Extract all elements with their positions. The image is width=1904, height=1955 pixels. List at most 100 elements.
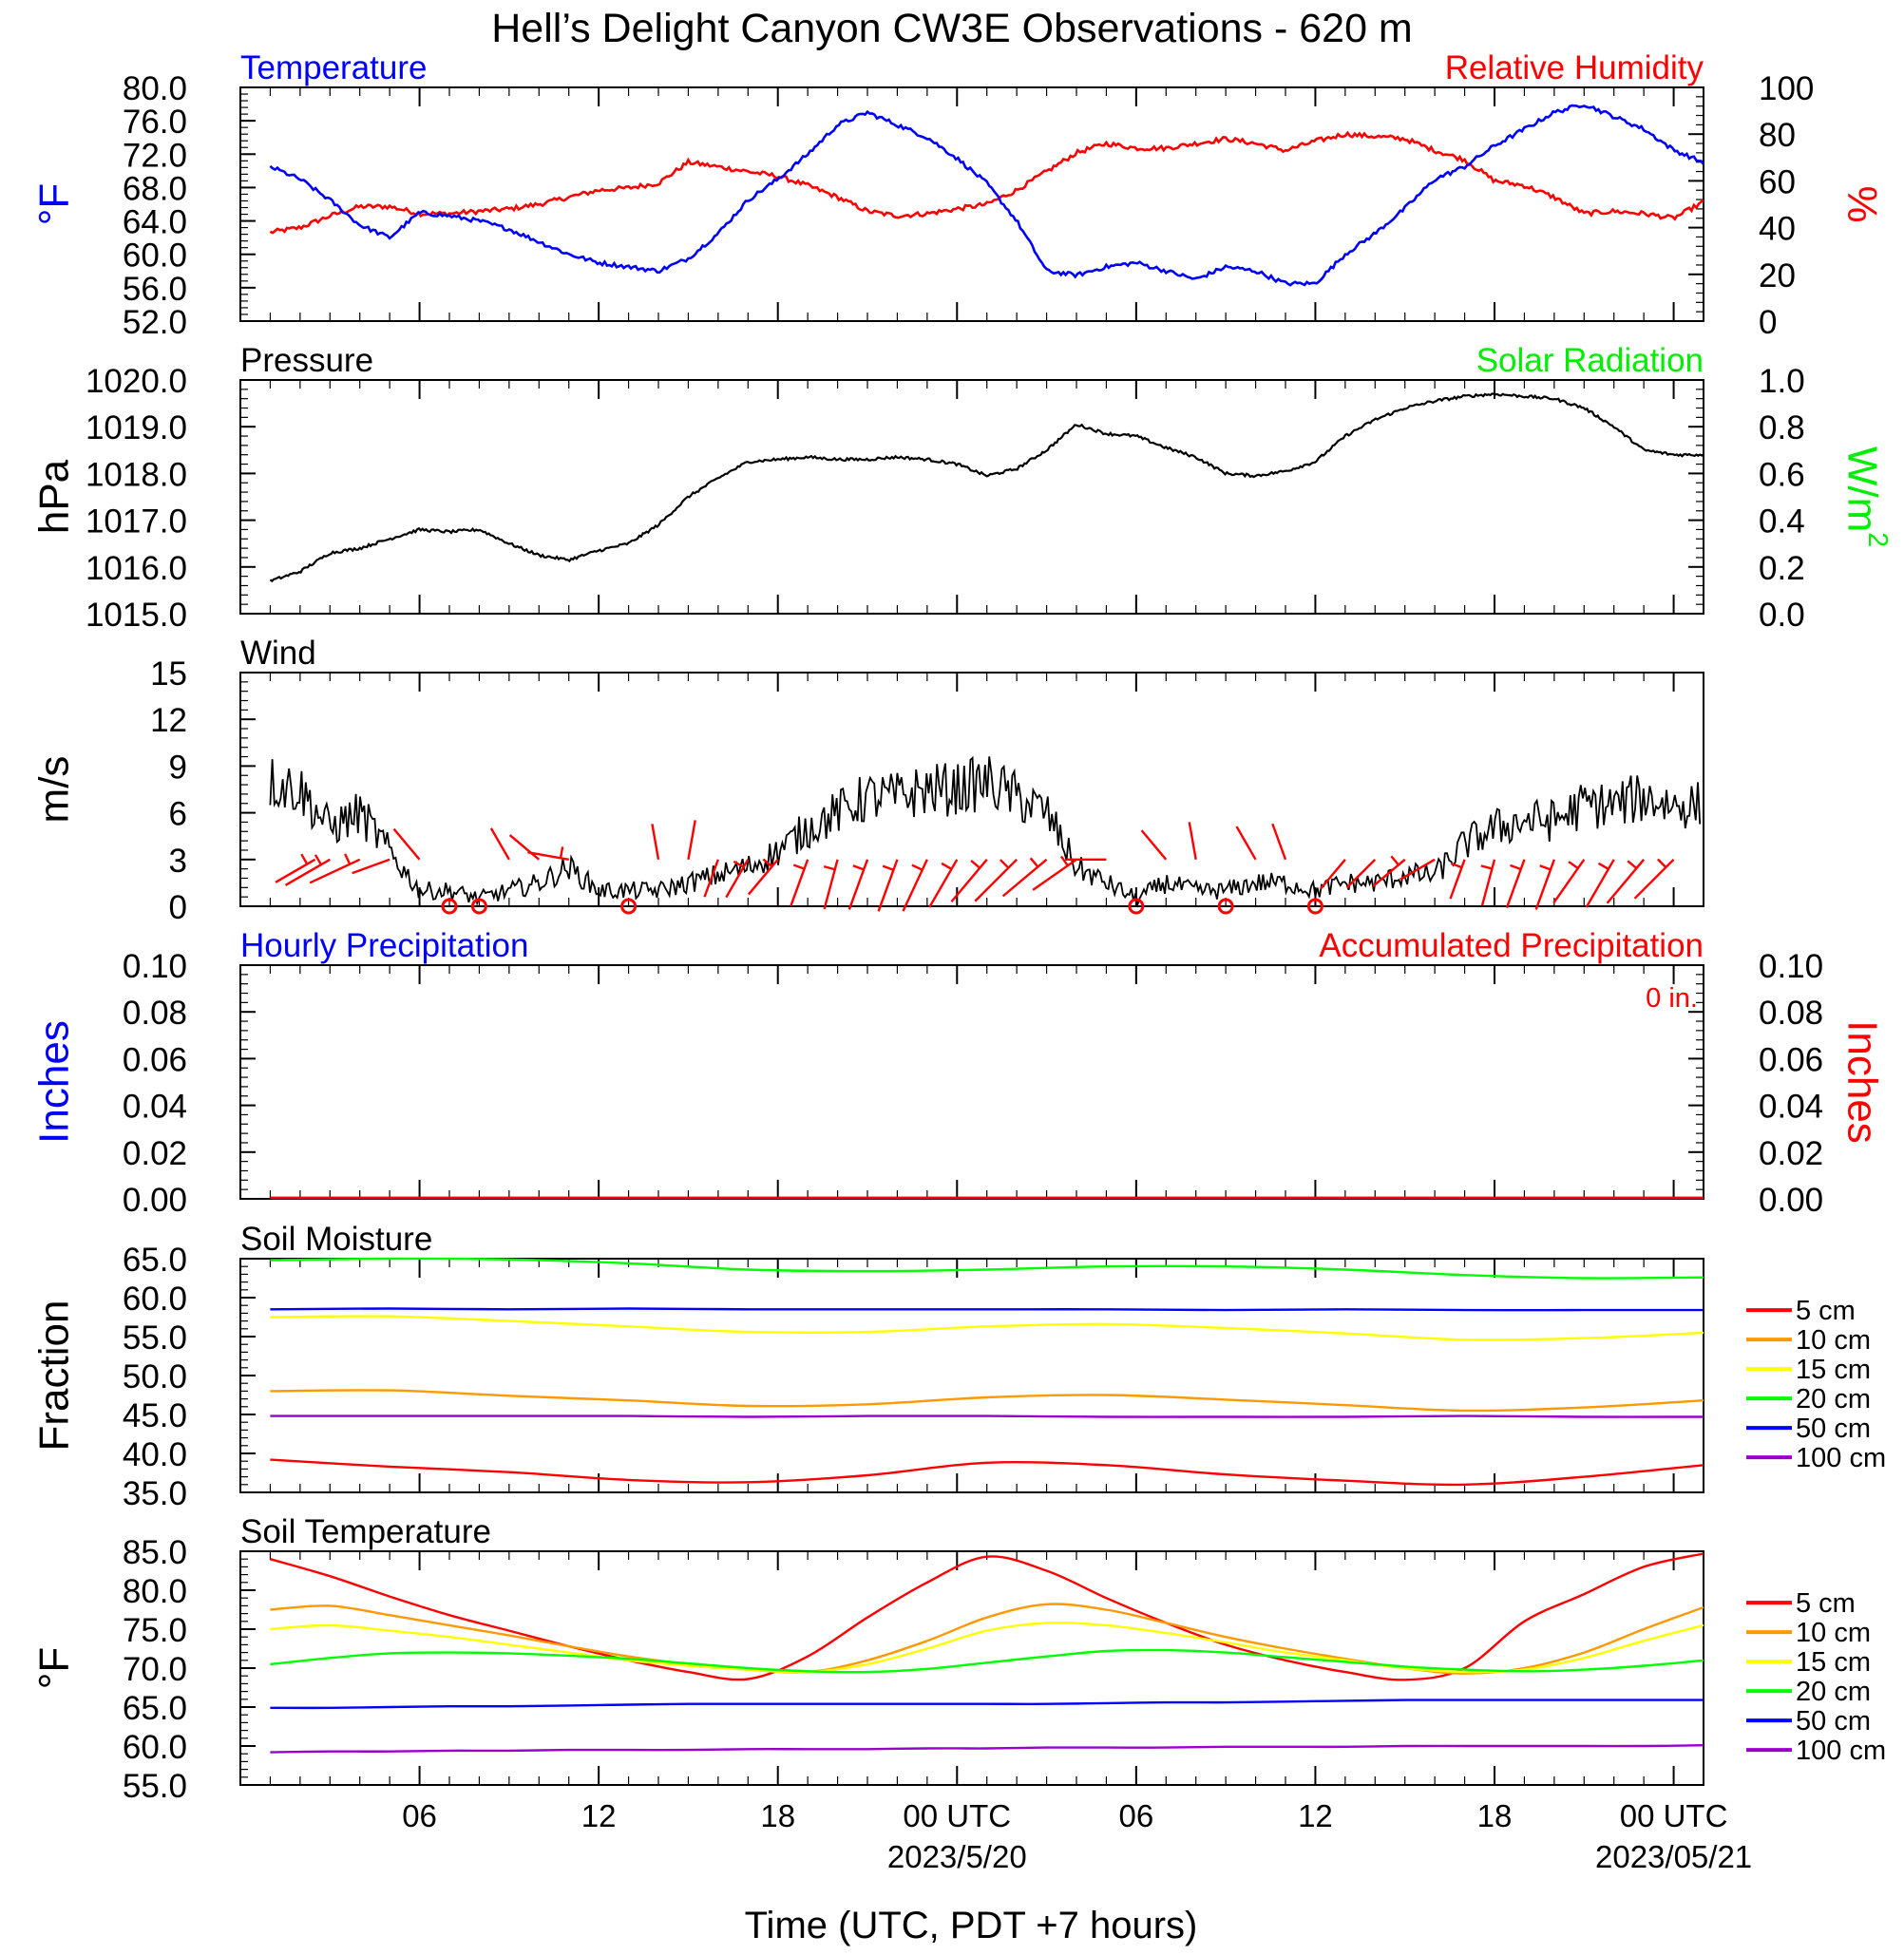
wind-barb-shaft xyxy=(687,820,696,861)
series-relative-humidity xyxy=(269,130,1704,235)
wind-barb-shaft xyxy=(747,859,779,896)
y-tick-label: 60.0 xyxy=(123,1281,187,1318)
wind-barb-flag xyxy=(823,864,836,871)
wind-barb-flag xyxy=(970,860,981,869)
y-tick-label: 20 xyxy=(1759,257,1796,294)
wind-barb xyxy=(902,859,928,912)
y-tick-label: 40 xyxy=(1759,211,1796,248)
y-tick-label: 72.0 xyxy=(123,137,187,174)
wind-barb-shaft xyxy=(309,858,361,884)
panel-title-left: Hourly Precipitation xyxy=(240,927,528,964)
wind-barb-flag xyxy=(314,854,322,865)
panel-precip: 0.10 0.08 0.06 0.04 0.02 0.00 0.10 0.08 0.06 0.04… xyxy=(31,927,1886,1219)
wind-barb xyxy=(974,858,1018,902)
wind-barb xyxy=(790,859,809,907)
panel-title-left: Soil Moisture xyxy=(240,1221,432,1258)
figure-title: Hell’s Delight Canyon CW3E Observations … xyxy=(491,6,1413,51)
wind-barb xyxy=(1140,829,1168,861)
series-wind-speed xyxy=(269,755,1702,908)
wind-barb-flag xyxy=(1450,862,1462,869)
wind-barb-shaft xyxy=(1585,859,1615,908)
wind-barb xyxy=(1606,859,1646,904)
wind-barb-flag xyxy=(1480,864,1493,870)
y-tick-label: 65.0 xyxy=(123,1242,187,1279)
y-tick-label: 0.02 xyxy=(123,1135,187,1172)
y-tick-label: 68.0 xyxy=(123,170,187,207)
legend-item: 15 cm xyxy=(1746,1647,1871,1678)
y-tick-label: 60.0 xyxy=(123,237,187,275)
shared-time-axis: 06 12 18 00 UTC 06 12 18 00 UTC 2023/5/20 2023/05… xyxy=(402,1798,1752,1874)
wind-barb xyxy=(725,859,750,899)
wind-barb xyxy=(1345,858,1377,889)
y-tick-label: 1.0 xyxy=(1759,363,1805,400)
y-tick-label: 0.00 xyxy=(1759,1182,1823,1219)
wind-barb xyxy=(1399,858,1436,881)
legend-item: 20 cm xyxy=(1746,1384,1871,1414)
wind-barb-flag xyxy=(1390,855,1399,866)
y-tick-label: 0.10 xyxy=(1759,948,1823,985)
y-tick-label: 56.0 xyxy=(123,271,187,308)
wind-barb-shaft xyxy=(1534,859,1555,910)
panel-frame xyxy=(239,86,1704,322)
wind-barb-flag xyxy=(1657,858,1667,868)
wind-barb xyxy=(877,859,899,912)
series-100-cm xyxy=(270,1414,1704,1418)
wind-barb-shaft xyxy=(1552,859,1586,904)
wind-barb xyxy=(1001,857,1048,898)
y-axis-label-left: m/s xyxy=(31,756,78,824)
y-axis-label-left: °F xyxy=(31,1647,78,1689)
legend-label: 15 cm xyxy=(1796,1647,1871,1678)
wind-barb-shaft xyxy=(902,859,928,912)
series-20-cm xyxy=(270,1648,1704,1674)
y-axis-label-right: Inches xyxy=(1838,1020,1885,1144)
wind-barb xyxy=(1271,823,1287,861)
y-tick-label: 0.06 xyxy=(1759,1041,1823,1078)
x-tick-label: 00 UTC xyxy=(1620,1798,1728,1833)
wind-barb-shaft xyxy=(1001,858,1048,898)
panel-title-right: Relative Humidity xyxy=(1445,49,1704,86)
panel-title-right: Solar Radiation xyxy=(1476,342,1704,379)
y-tick-label: 0.02 xyxy=(1759,1135,1823,1172)
x-tick-label: 06 xyxy=(402,1798,437,1833)
wind-barb-shaft xyxy=(1188,822,1197,861)
wind-barb-shaft xyxy=(928,859,959,908)
y-tick-label: 0 xyxy=(169,889,187,926)
panel-soil_moisture: 65.060.055.050.045.040.035.0 Soil Moistur… xyxy=(31,1221,1886,1512)
panel-title-left: Wind xyxy=(240,635,316,672)
panel-title-left: Pressure xyxy=(240,342,373,379)
series-10-cm xyxy=(270,1389,1704,1413)
wind-barb xyxy=(352,858,390,875)
wind-barb-shaft xyxy=(974,858,1018,902)
y-tick-label: 1015.0 xyxy=(86,597,187,634)
wind-barb-shaft xyxy=(1633,858,1675,900)
y-tick-label: 45.0 xyxy=(123,1397,187,1434)
series-100-cm xyxy=(270,1744,1704,1754)
calm-wind-marker xyxy=(470,898,487,915)
legend-label: 50 cm xyxy=(1796,1706,1871,1737)
wind-barb xyxy=(392,827,421,861)
wind-barb xyxy=(747,858,779,896)
calm-wind-marker xyxy=(620,898,638,915)
wind-barb xyxy=(651,824,660,861)
legend-label: 100 cm xyxy=(1796,1736,1886,1766)
y-tick-label: 1017.0 xyxy=(86,503,187,541)
y-tick-label: 55.0 xyxy=(123,1319,187,1357)
y-tick-label: 80.0 xyxy=(123,1573,187,1610)
wind-barb-flag xyxy=(1627,860,1638,869)
wind-barb-flag xyxy=(300,853,309,865)
legend-label: 5 cm xyxy=(1796,1588,1856,1619)
wind-barb-flag xyxy=(762,858,773,868)
wind-barb-shaft xyxy=(352,858,390,875)
legend-label: 100 cm xyxy=(1796,1443,1886,1473)
legend-item: 5 cm xyxy=(1746,1588,1856,1619)
panel-frame xyxy=(239,672,1704,907)
y-tick-label: 0.08 xyxy=(1759,995,1823,1032)
legend-label: 10 cm xyxy=(1796,1325,1871,1356)
wind-barb xyxy=(1235,826,1257,861)
wind-barb xyxy=(527,846,569,861)
y-tick-label: 1019.0 xyxy=(86,409,187,446)
wind-barb-shaft xyxy=(651,824,660,861)
y-tick-label: 80.0 xyxy=(123,70,187,107)
y-tick-label: 12 xyxy=(150,702,187,739)
